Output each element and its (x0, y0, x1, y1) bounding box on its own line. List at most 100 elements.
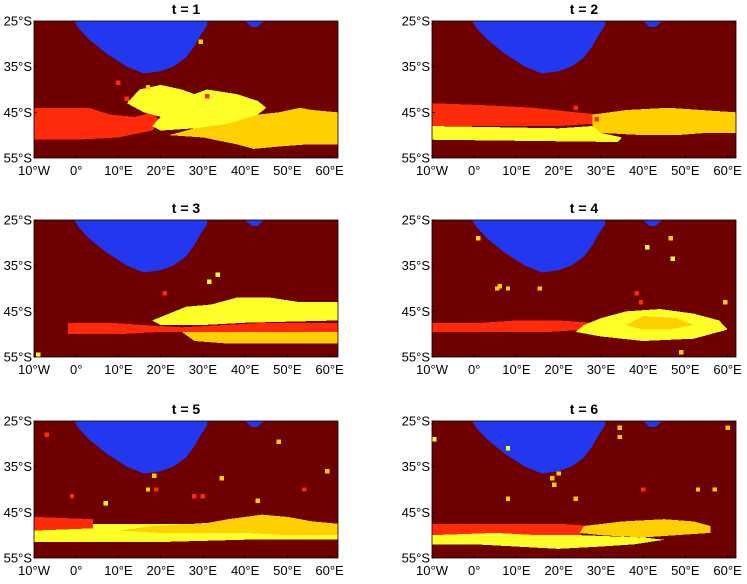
x-tick-label: 50°E (671, 163, 700, 178)
front-band-gold (181, 331, 338, 344)
land-africa (472, 220, 606, 273)
y-tick-label: 35°S (4, 59, 33, 74)
grid-cell-marker (124, 96, 130, 101)
grid-cell-marker (192, 494, 197, 499)
x-tick-label: 10°E (104, 563, 133, 578)
x-tick-label: 10°W (18, 362, 51, 377)
front-band-gold (169, 107, 338, 149)
grid-cell-marker (207, 279, 212, 284)
y-tick-label: 45°S (4, 505, 33, 520)
x-tick-label: 0° (468, 563, 480, 578)
y-tick-label: 25°S (402, 414, 431, 429)
panel-title: t = 6 (570, 401, 599, 417)
grid-cell-marker (255, 498, 260, 504)
front-band-gold (626, 315, 694, 330)
grid-cell-marker (573, 105, 578, 110)
axes-frame (431, 20, 737, 159)
grid-cell-marker (302, 487, 307, 492)
x-tick-label: 10°E (104, 362, 133, 377)
y-tick-label: 55°S (402, 551, 431, 566)
grid-cell-marker (103, 501, 108, 506)
x-tick-label: 40°E (629, 563, 658, 578)
x-tick-label: 40°E (231, 362, 260, 377)
grid-cell-marker (550, 475, 555, 481)
grid-cell-marker (44, 432, 49, 437)
map-panel-1: t = 1 10°W 0° 10°E 20°E 30°E 40°E 50°E 60°E 25°S 3… (4, 1, 344, 178)
y-tick-label: 45°S (402, 304, 431, 319)
front-band-red (67, 322, 338, 335)
front-band-red (34, 107, 161, 140)
panel-title: t = 2 (570, 1, 599, 17)
y-tick-label: 55°S (4, 151, 33, 166)
grid-cell-marker (695, 487, 701, 492)
front-band-gold (592, 107, 736, 136)
land-madagascar (643, 220, 663, 226)
grid-cell-marker (200, 494, 206, 499)
x-tick-label: 60°E (713, 563, 742, 578)
x-tick-label: 10°E (502, 362, 531, 377)
grid-cell-marker (476, 236, 481, 241)
grid-cell-marker (505, 286, 511, 291)
front-band-red (34, 516, 94, 531)
grid-cell-marker (198, 39, 203, 44)
grid-cell-marker (725, 425, 730, 431)
y-tick-label: 25°S (4, 414, 33, 429)
panel-title: t = 4 (570, 200, 599, 216)
grid-cell-marker (36, 352, 41, 357)
grid-cell-marker (594, 116, 599, 122)
front-band-gold (579, 519, 711, 538)
x-tick-label: 60°E (713, 163, 742, 178)
grid-cell-marker (638, 300, 644, 305)
panel-title: t = 3 (172, 200, 201, 216)
x-tick-label: 30°E (587, 163, 616, 178)
x-tick-label: 0° (70, 563, 82, 578)
y-tick-label: 45°S (4, 304, 33, 319)
y-tick-label: 55°S (4, 350, 33, 365)
x-tick-label: 50°E (671, 362, 700, 377)
axes-frame (431, 219, 737, 358)
x-tick-label: 10°W (416, 362, 449, 377)
x-tick-label: 60°E (713, 362, 742, 377)
front-band-yellow (126, 84, 267, 131)
grid-cell-marker (670, 256, 675, 262)
grid-cell-marker (640, 487, 646, 492)
y-tick-label: 45°S (402, 505, 431, 520)
grid-cell-marker (556, 471, 561, 476)
grid-cell-marker (505, 496, 511, 501)
axes-frame (33, 219, 339, 358)
grid-cell-marker (552, 482, 557, 488)
grid-cell-marker (432, 437, 437, 442)
x-tick-label: 10°E (502, 163, 531, 178)
x-tick-label: 20°E (544, 163, 573, 178)
panel-title: t = 1 (172, 1, 201, 17)
grid-cell-marker (712, 487, 718, 492)
front-band-yellow (432, 126, 622, 143)
x-tick-label: 10°W (18, 163, 51, 178)
x-tick-label: 50°E (273, 362, 302, 377)
y-tick-label: 55°S (402, 350, 431, 365)
x-tick-label: 30°E (587, 362, 616, 377)
axes-frame (33, 20, 339, 159)
land-africa (472, 421, 606, 474)
axes-frame (431, 420, 737, 559)
grid-cell-marker (145, 487, 151, 492)
x-tick-label: 20°E (544, 563, 573, 578)
land-africa (74, 21, 208, 74)
land-madagascar (245, 21, 265, 27)
x-tick-label: 10°W (18, 563, 51, 578)
grid-cell-marker (215, 272, 220, 277)
panel-title: t = 5 (172, 401, 201, 417)
x-tick-label: 20°E (544, 362, 573, 377)
grid-cell-marker (505, 446, 511, 451)
axes-frame (33, 420, 339, 559)
x-tick-label: 10°E (104, 163, 133, 178)
land-madagascar (245, 421, 265, 427)
grid-cell-marker (495, 286, 500, 291)
y-tick-label: 25°S (4, 14, 33, 29)
x-tick-label: 50°E (273, 563, 302, 578)
x-tick-label: 20°E (146, 563, 175, 578)
x-tick-label: 0° (70, 163, 82, 178)
y-tick-label: 55°S (402, 151, 431, 166)
grid-cell-marker (154, 487, 159, 492)
